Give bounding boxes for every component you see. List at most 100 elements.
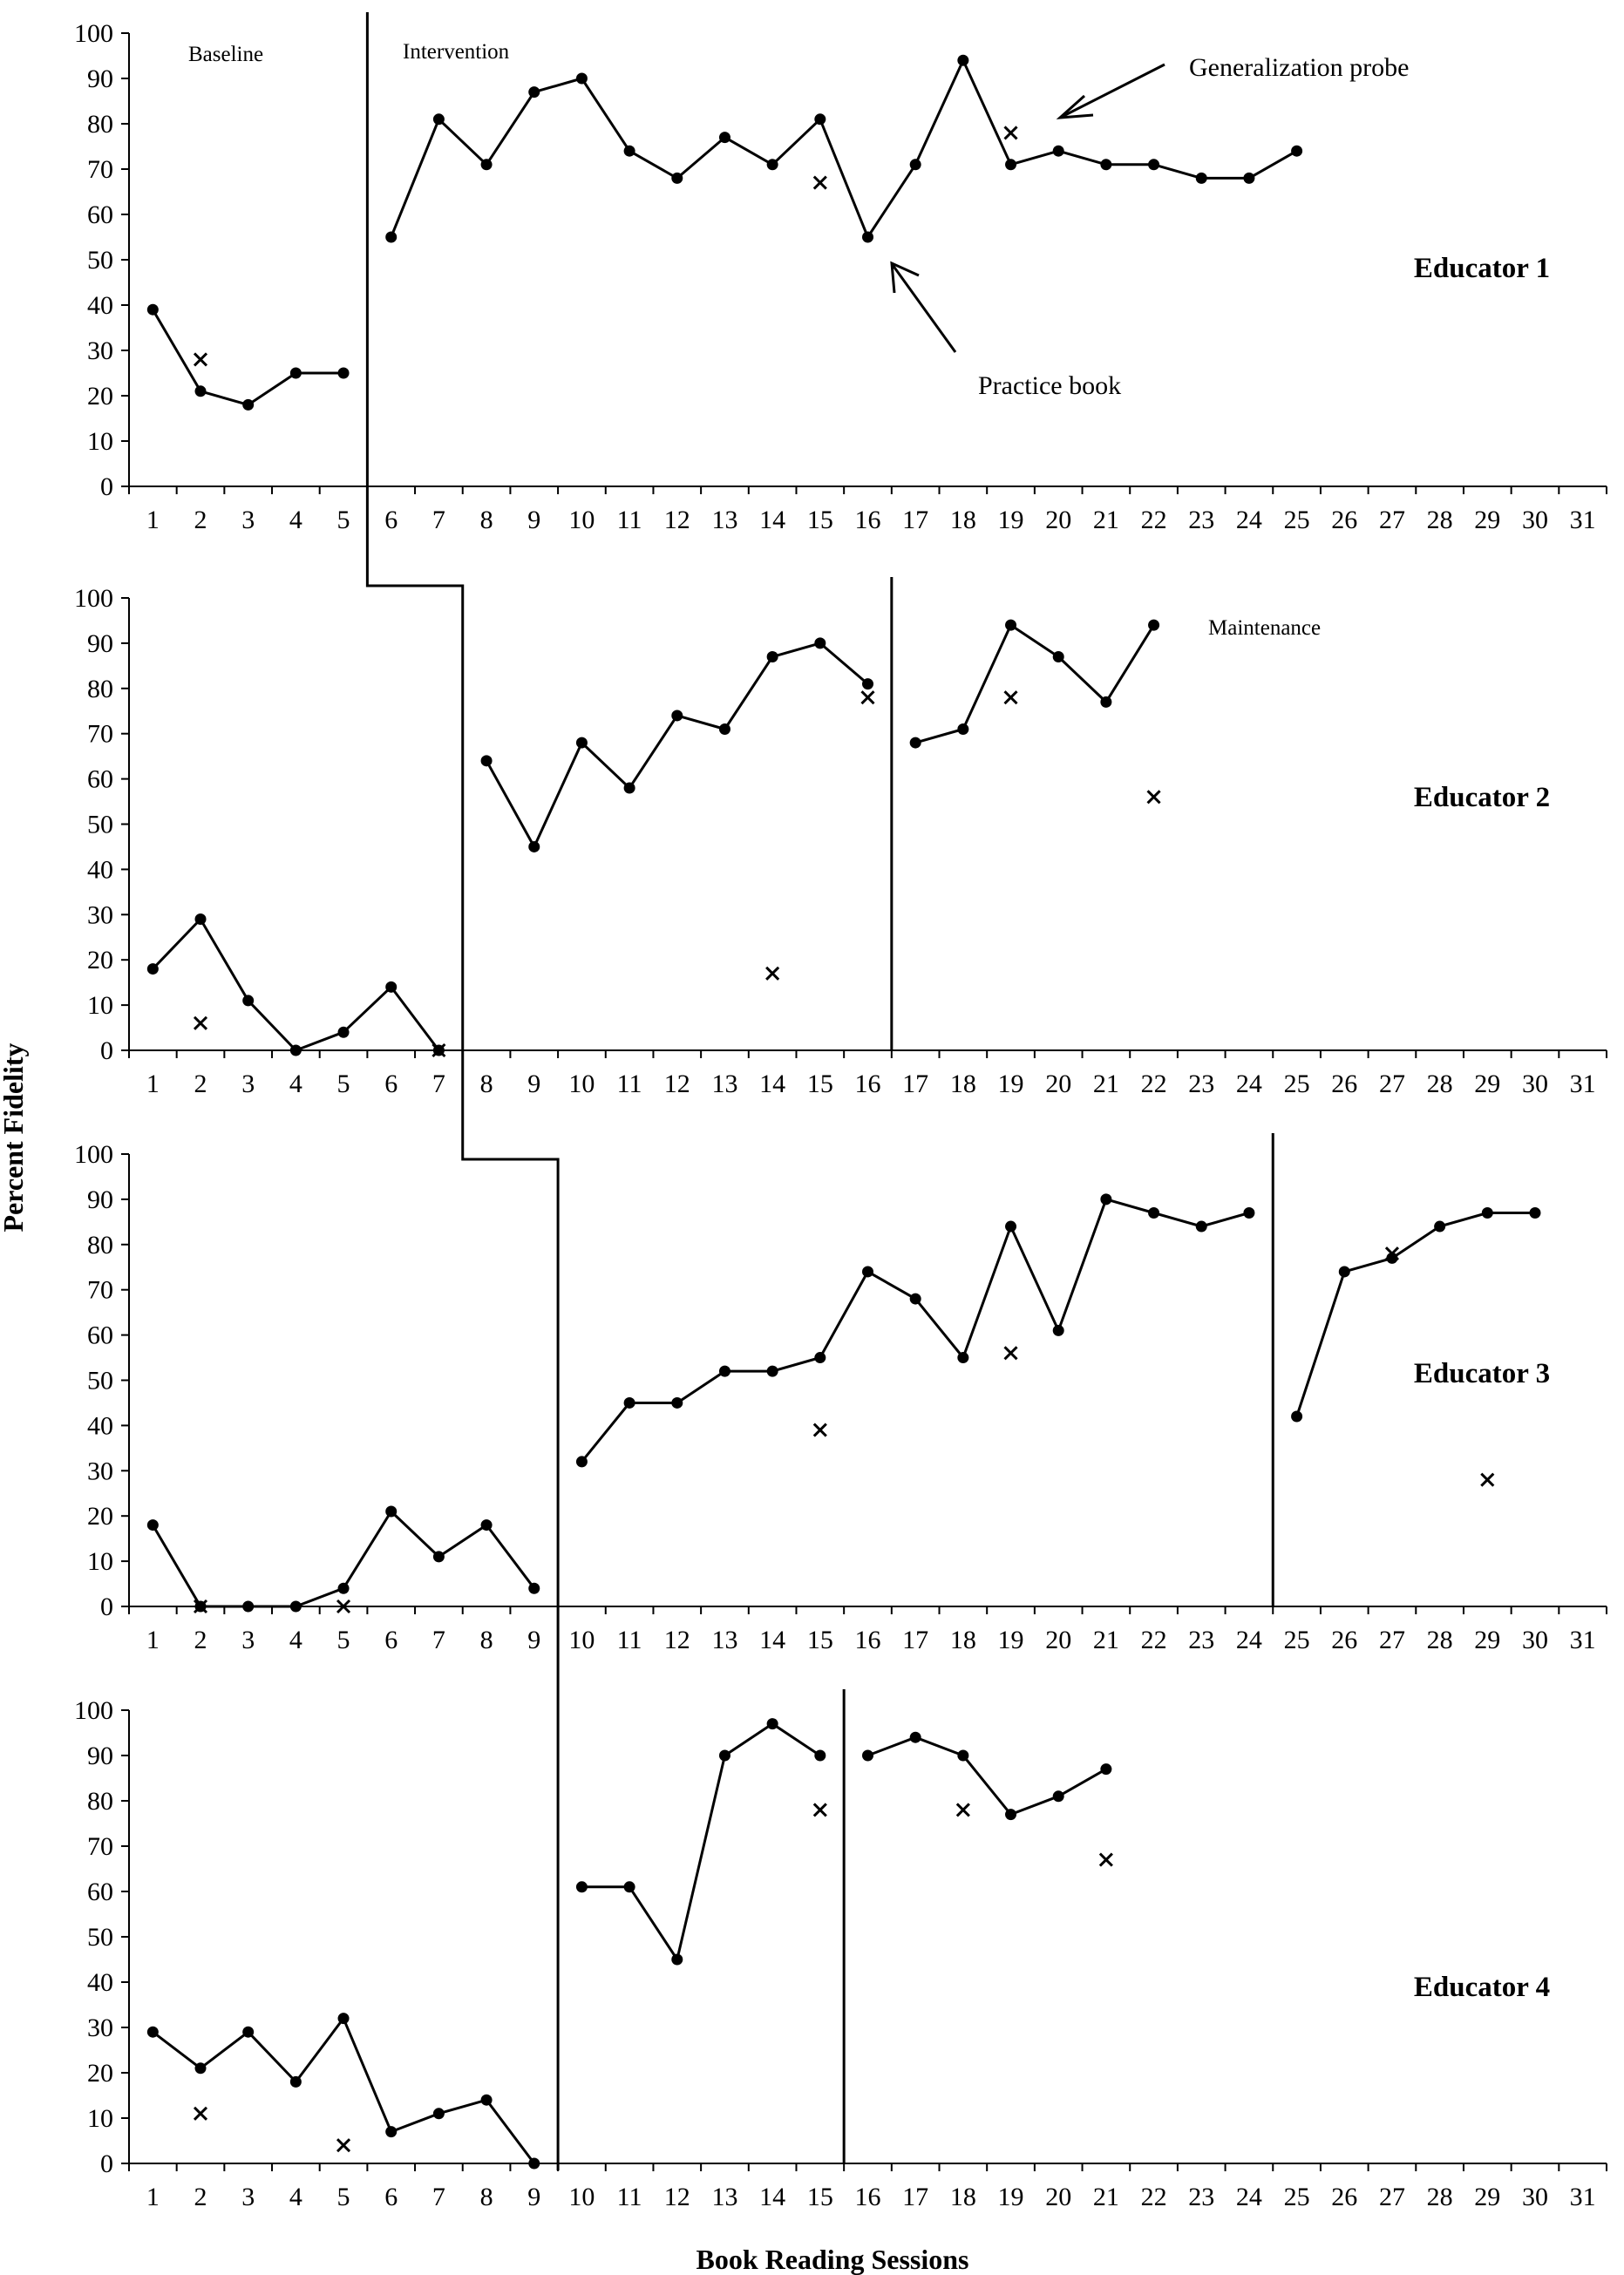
- x-tick-label: 6: [384, 506, 398, 534]
- practice-point: [1005, 1809, 1017, 1821]
- x-tick-label: 13: [711, 1070, 737, 1098]
- practice-point: [1005, 1220, 1017, 1233]
- practice-point: [909, 159, 921, 171]
- practice-point: [671, 710, 683, 722]
- practice-point: [671, 1953, 683, 1966]
- y-tick-label: 50: [87, 1923, 113, 1952]
- x-tick-label: 4: [289, 506, 302, 534]
- x-tick-label: 24: [1236, 506, 1262, 534]
- practice-point: [957, 723, 969, 736]
- practice-point: [1195, 172, 1207, 184]
- x-tick-label: 4: [289, 1626, 302, 1654]
- y-tick-label: 40: [87, 855, 113, 884]
- practice-point: [623, 782, 635, 794]
- generalization-probe-marker: [1098, 1852, 1113, 1867]
- generalization-probe-annotation: Generalization probe: [1189, 53, 1409, 82]
- x-tick-label: 9: [527, 506, 540, 534]
- practice-point: [194, 385, 207, 397]
- annotations-group: Baseline Intervention Maintenance Generaliz…: [188, 40, 1409, 640]
- x-tick-label: 23: [1188, 2183, 1214, 2211]
- y-tick-label: 20: [87, 382, 113, 411]
- x-tick-label: 24: [1236, 1070, 1262, 1098]
- practice-point: [1005, 619, 1017, 631]
- generalization-probe-marker: [955, 1803, 970, 1817]
- x-tick-label: 21: [1093, 1626, 1119, 1654]
- x-tick-label: 21: [1093, 1070, 1119, 1098]
- x-tick-label: 10: [568, 1626, 595, 1654]
- practice-point: [146, 303, 159, 316]
- phase-change-staircase: [365, 12, 1274, 2170]
- x-tick-label: 30: [1522, 1070, 1548, 1098]
- practice-point: [671, 1396, 683, 1409]
- practice-point: [432, 2108, 445, 2120]
- x-tick-label: 27: [1379, 506, 1405, 534]
- x-tick-label: 30: [1522, 1626, 1548, 1654]
- x-tick-label: 23: [1188, 1626, 1214, 1654]
- x-tick-label: 2: [194, 506, 207, 534]
- x-tick-label: 11: [617, 1070, 642, 1098]
- practice-point: [766, 1718, 778, 1730]
- practice-point: [337, 2013, 350, 2025]
- practice-point: [1243, 1206, 1255, 1219]
- generalization-probe-marker: [860, 690, 875, 705]
- practice-point: [480, 1519, 493, 1531]
- y-tick-label: 10: [87, 427, 113, 456]
- practice-series-line: [485, 642, 869, 848]
- practice-point: [1148, 619, 1160, 631]
- y-tick-label: 70: [87, 1832, 113, 1861]
- practice-series-line: [581, 1722, 821, 1961]
- x-tick-label: 28: [1427, 1070, 1453, 1098]
- practice-point: [528, 2157, 540, 2170]
- practice-point: [289, 367, 302, 379]
- x-tick-label: 18: [950, 506, 976, 534]
- x-axis-title: Book Reading Sessions: [696, 2244, 969, 2275]
- x-tick-label: 18: [950, 1626, 976, 1654]
- practice-series-line: [914, 623, 1155, 744]
- x-tick-label: 17: [902, 2183, 928, 2211]
- x-tick-label: 10: [568, 2183, 595, 2211]
- x-tick-label: 5: [337, 1070, 350, 1098]
- x-tick-label: 19: [998, 506, 1024, 534]
- practice-point: [623, 1881, 635, 1893]
- intervention-label: Intervention: [403, 40, 510, 64]
- practice-series-line: [390, 58, 1298, 239]
- y-tick-label: 100: [74, 19, 113, 48]
- x-tick-label: 2: [194, 1626, 207, 1654]
- practice-point: [718, 132, 730, 144]
- x-tick-label: 31: [1570, 2183, 1596, 2211]
- x-tick-label: 19: [998, 1626, 1024, 1654]
- practice-point: [242, 995, 255, 1007]
- practice-point: [1434, 1220, 1446, 1233]
- practice-point: [862, 1266, 873, 1278]
- x-tick-label: 7: [432, 506, 445, 534]
- practice-point: [480, 755, 493, 767]
- generalization-probe-marker: [812, 175, 827, 190]
- practice-point: [385, 1505, 398, 1518]
- y-tick-label: 60: [87, 200, 113, 229]
- y-tick-label: 40: [87, 1968, 113, 1997]
- practice-point: [909, 1293, 921, 1305]
- x-tick-label: 14: [759, 1070, 785, 1098]
- y-tick-label: 50: [87, 811, 113, 839]
- practice-point: [957, 1352, 969, 1364]
- y-tick-label: 50: [87, 1367, 113, 1396]
- x-tick-label: 7: [432, 2183, 445, 2211]
- practice-point: [146, 1519, 159, 1531]
- x-tick-label: 23: [1188, 506, 1214, 534]
- x-tick-label: 25: [1284, 2183, 1310, 2211]
- x-tick-label: 16: [855, 506, 881, 534]
- y-tick-label: 80: [87, 110, 113, 139]
- practice-point: [385, 981, 398, 993]
- generalization-arrow-line: [1061, 63, 1165, 119]
- x-tick-label: 11: [617, 1626, 642, 1654]
- practice-point: [194, 913, 207, 925]
- practice-point: [1100, 159, 1112, 171]
- y-tick-label: 100: [74, 1140, 113, 1169]
- x-tick-label: 13: [711, 2183, 737, 2211]
- x-tick-label: 24: [1236, 2183, 1262, 2211]
- y-tick-label: 50: [87, 246, 113, 275]
- x-tick-label: 5: [337, 1626, 350, 1654]
- generalization-probe-marker: [193, 352, 208, 367]
- x-tick-label: 16: [855, 1070, 881, 1098]
